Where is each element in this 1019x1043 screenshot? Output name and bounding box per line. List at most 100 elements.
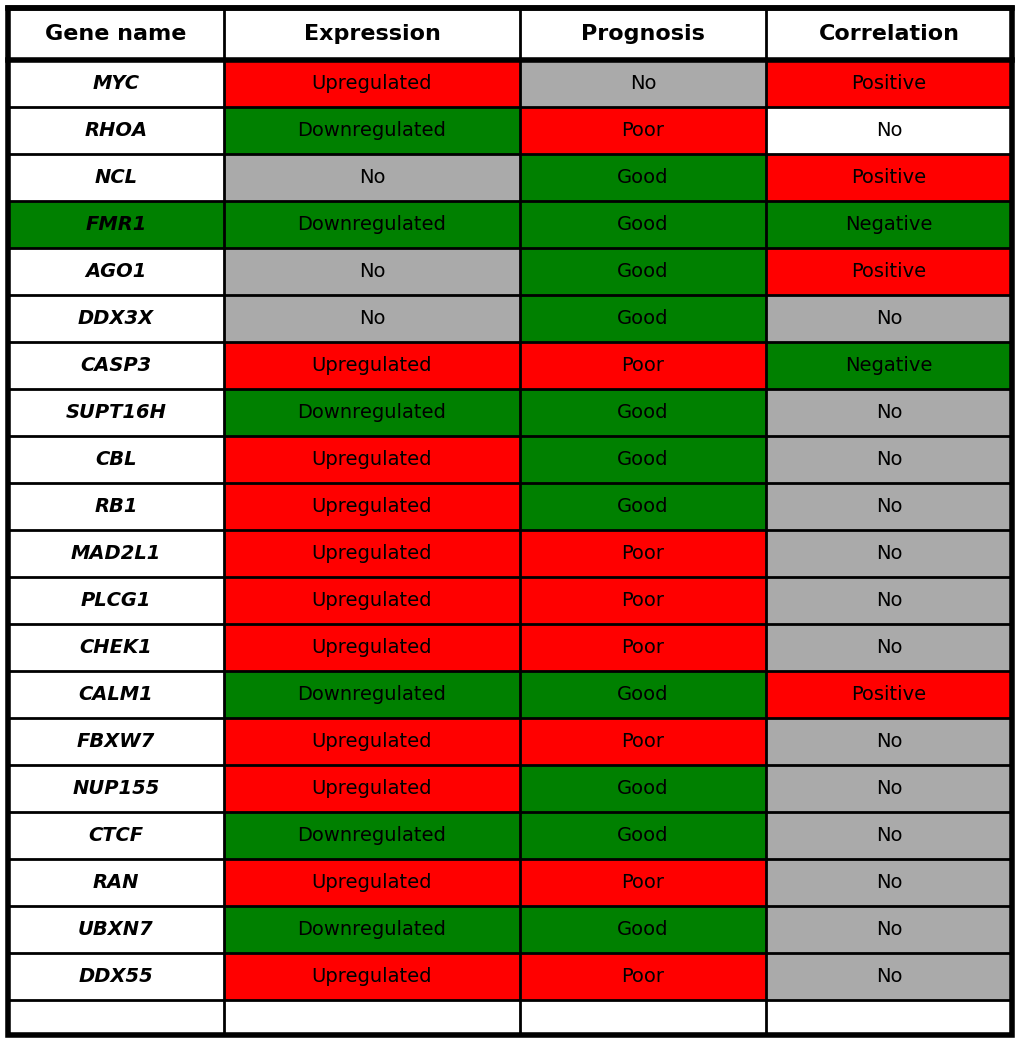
Text: No: No	[875, 638, 902, 657]
Text: RB1: RB1	[94, 498, 138, 516]
Bar	[765, 812, 1011, 859]
Bar	[8, 8, 223, 60]
Bar	[223, 107, 520, 154]
Text: Positive: Positive	[851, 262, 925, 281]
Bar	[520, 765, 765, 812]
Text: Upregulated: Upregulated	[312, 544, 432, 563]
Text: PLCG1: PLCG1	[81, 591, 151, 610]
Bar	[520, 624, 765, 671]
Text: Upregulated: Upregulated	[312, 498, 432, 516]
Bar	[223, 389, 520, 436]
Text: NCL: NCL	[95, 168, 138, 187]
Text: CTCF: CTCF	[89, 826, 144, 845]
Bar	[8, 107, 223, 154]
Bar	[520, 859, 765, 906]
Text: CASP3: CASP3	[81, 356, 152, 375]
Text: Good: Good	[616, 779, 668, 798]
Bar	[520, 530, 765, 577]
Bar	[765, 577, 1011, 624]
Text: CBL: CBL	[95, 450, 137, 469]
Text: Downregulated: Downregulated	[298, 920, 446, 939]
Text: DDX55: DDX55	[78, 967, 153, 986]
Bar	[520, 154, 765, 201]
Text: No: No	[875, 450, 902, 469]
Bar	[223, 436, 520, 483]
Text: CHEK1: CHEK1	[79, 638, 152, 657]
Bar	[223, 342, 520, 389]
Text: No: No	[875, 826, 902, 845]
Text: No: No	[875, 498, 902, 516]
Bar	[223, 154, 520, 201]
Bar	[520, 60, 765, 107]
Bar	[223, 859, 520, 906]
Text: No: No	[875, 121, 902, 140]
Bar	[765, 248, 1011, 295]
Text: RHOA: RHOA	[85, 121, 148, 140]
Bar	[765, 389, 1011, 436]
Text: No: No	[875, 591, 902, 610]
Text: Downregulated: Downregulated	[298, 403, 446, 422]
Text: Positive: Positive	[851, 168, 925, 187]
Text: No: No	[875, 967, 902, 986]
Bar	[8, 389, 223, 436]
Bar	[223, 765, 520, 812]
Bar	[765, 295, 1011, 342]
Bar	[8, 859, 223, 906]
Bar	[223, 483, 520, 530]
Bar	[223, 248, 520, 295]
Text: Negative: Negative	[845, 356, 931, 375]
Text: Good: Good	[616, 168, 668, 187]
Text: Upregulated: Upregulated	[312, 450, 432, 469]
Text: Good: Good	[616, 826, 668, 845]
Text: Upregulated: Upregulated	[312, 967, 432, 986]
Text: Good: Good	[616, 920, 668, 939]
Bar	[223, 906, 520, 953]
Text: No: No	[359, 309, 385, 328]
Text: No: No	[875, 309, 902, 328]
Bar	[520, 436, 765, 483]
Text: Poor: Poor	[621, 967, 664, 986]
Text: Poor: Poor	[621, 732, 664, 751]
Text: NUP155: NUP155	[72, 779, 159, 798]
Text: Correlation: Correlation	[817, 24, 959, 44]
Bar	[8, 154, 223, 201]
Text: No: No	[875, 779, 902, 798]
Text: Poor: Poor	[621, 873, 664, 892]
Text: FMR1: FMR1	[86, 215, 147, 234]
Bar	[8, 483, 223, 530]
Bar	[520, 671, 765, 718]
Text: AGO1: AGO1	[86, 262, 147, 281]
Text: Upregulated: Upregulated	[312, 74, 432, 93]
Bar	[520, 8, 765, 60]
Bar	[223, 718, 520, 765]
Bar	[765, 859, 1011, 906]
Bar	[765, 530, 1011, 577]
Bar	[8, 201, 223, 248]
Text: Upregulated: Upregulated	[312, 638, 432, 657]
Text: No: No	[629, 74, 655, 93]
Bar	[520, 107, 765, 154]
Bar	[8, 577, 223, 624]
Bar	[765, 436, 1011, 483]
Text: RAN: RAN	[93, 873, 139, 892]
Bar	[223, 812, 520, 859]
Bar	[8, 295, 223, 342]
Text: Good: Good	[616, 498, 668, 516]
Bar	[520, 389, 765, 436]
Bar	[765, 483, 1011, 530]
Bar	[8, 765, 223, 812]
Bar	[8, 342, 223, 389]
Bar	[8, 718, 223, 765]
Text: CALM1: CALM1	[78, 685, 153, 704]
Bar	[520, 812, 765, 859]
Bar	[223, 60, 520, 107]
Bar	[8, 60, 223, 107]
Bar	[8, 906, 223, 953]
Text: Negative: Negative	[845, 215, 931, 234]
Bar	[765, 201, 1011, 248]
Text: Poor: Poor	[621, 544, 664, 563]
Text: Good: Good	[616, 215, 668, 234]
Bar	[765, 953, 1011, 1000]
Bar	[765, 342, 1011, 389]
Text: DDX3X: DDX3X	[77, 309, 154, 328]
